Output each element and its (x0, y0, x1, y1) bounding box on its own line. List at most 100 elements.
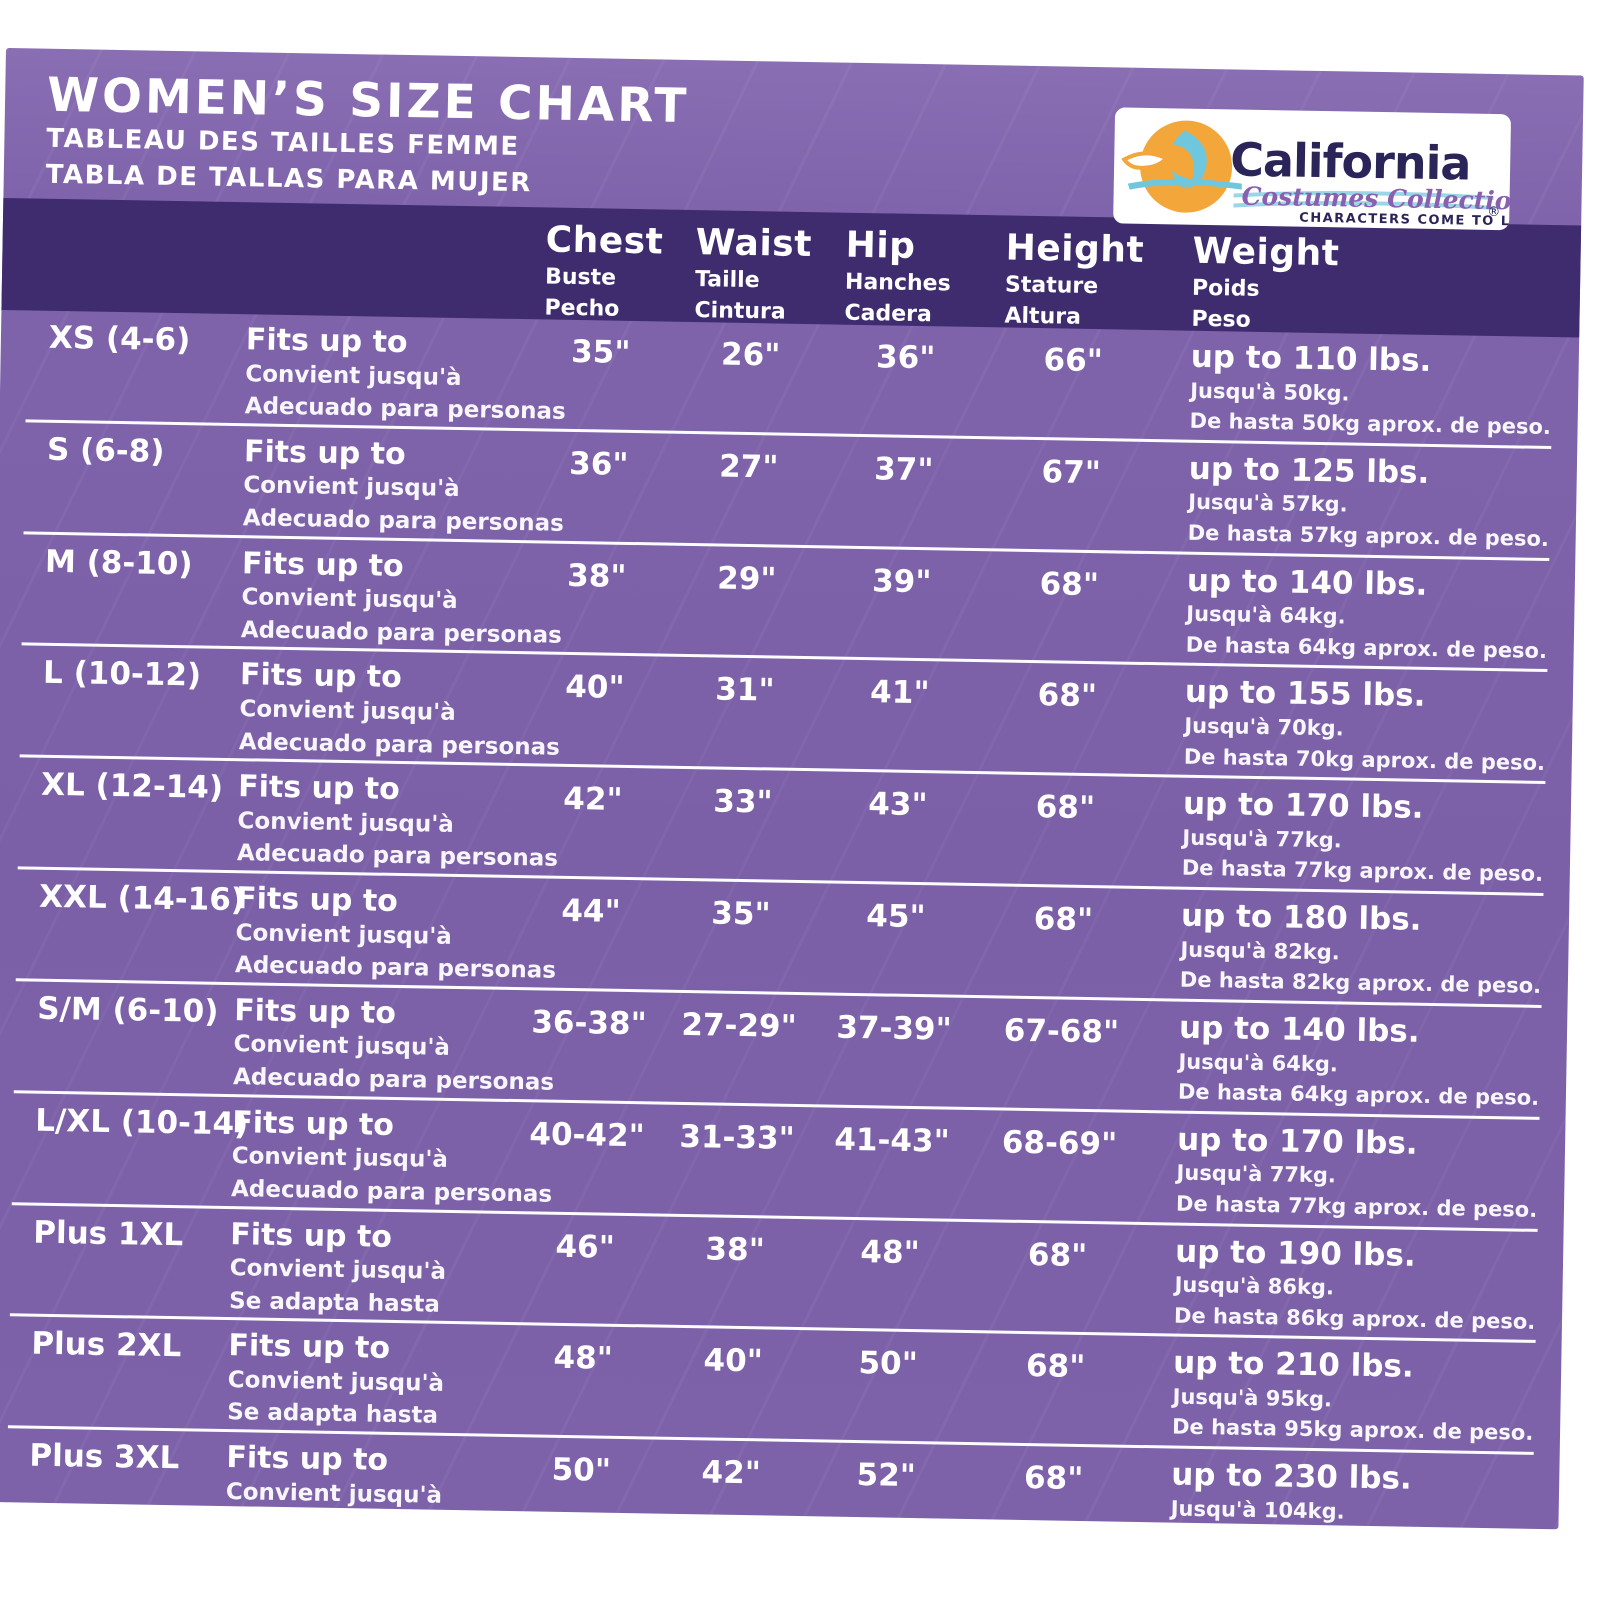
chest-value: 40" (564, 669, 625, 707)
height-value: 67" (1041, 453, 1102, 491)
fits-fr: Convient jusqu'à (237, 807, 455, 838)
colhead-fr: Stature (1004, 272, 1099, 300)
size-label: S (6-8) (46, 431, 165, 470)
column-header-waist: Waist Taille Cintura (676, 222, 828, 327)
column-header-chest: Chest Buste Pecho (526, 219, 678, 324)
weight-es: De hasta 70kg aprox. de peso. (1183, 744, 1546, 775)
fits-cell: Fits up to Convient jusqu'à Adecuado par… (235, 881, 556, 987)
fits-cell: Fits up to Convient jusqu'à Adecuado par… (236, 769, 559, 875)
fits-en: Fits up to (237, 769, 401, 808)
height-value: 68" (1023, 1460, 1084, 1498)
colhead-en: Weight (1192, 230, 1340, 275)
fits-es: Se adapta hasta (225, 1511, 437, 1542)
waist-value: 40" (703, 1342, 764, 1380)
hip-value: 41" (869, 674, 930, 712)
fits-fr: Convient jusqu'à (241, 584, 458, 615)
colhead-es: Cadera (844, 300, 933, 327)
waist-value: 29" (716, 560, 777, 598)
height-value: 67-68" (1003, 1012, 1120, 1051)
fits-fr: Convient jusqu'à (225, 1478, 443, 1509)
size-label: XXL (14-16) (38, 878, 246, 919)
fits-fr: Convient jusqu'à (243, 472, 460, 503)
fits-es: Adecuado para personas (238, 728, 561, 761)
california-costumes-logo: California Costumes Collection Inc ® CHA… (1121, 120, 1511, 230)
weight-cell: up to 180 lbs. Jusqu'à 82kg. De hasta 82… (1150, 898, 1544, 1005)
colhead-fr: Buste (544, 264, 617, 291)
waist-value: 31-33" (679, 1118, 796, 1157)
fits-es: Adecuado para personas (230, 1175, 553, 1208)
column-header-weight: Weight Poids Peso (1161, 230, 1581, 339)
fits-en: Fits up to (235, 881, 399, 920)
fits-en: Fits up to (231, 1104, 395, 1143)
fits-es: Adecuado para personas (240, 616, 563, 649)
height-value: 68" (1025, 1348, 1086, 1386)
hip-value: 48" (860, 1233, 921, 1271)
fits-es: Se adapta hasta (226, 1399, 439, 1430)
chest-value: 36-38" (531, 1004, 648, 1043)
colhead-es: Cintura (694, 297, 786, 325)
fits-cell: Fits up to Convient jusqu'à Se adapta ha… (229, 1216, 511, 1323)
brand-logo: California Costumes Collection Inc ® CHA… (1113, 107, 1512, 231)
height-value: 68" (1039, 565, 1100, 603)
weight-cell: up to 170 lbs. Jusqu'à 77kg. De hasta 77… (1146, 1121, 1540, 1229)
fits-en: Fits up to (233, 993, 397, 1031)
colhead-fr: Poids (1191, 275, 1260, 302)
fits-en: Fits up to (241, 545, 404, 584)
wave-underline (1233, 191, 1496, 211)
chest-value: 40-42" (529, 1115, 646, 1154)
waist-value: 27" (718, 448, 779, 486)
weight-en: up to 180 lbs. (1180, 897, 1422, 938)
fits-fr: Convient jusqu'à (231, 1143, 449, 1174)
size-label: XS (4-6) (48, 319, 191, 359)
weight-es: De hasta 82kg aprox. de peso. (1179, 967, 1542, 999)
hip-value: 50" (858, 1345, 919, 1383)
fits-fr: Convient jusqu'à (229, 1255, 447, 1285)
size-table-body: XS (4-6) Fits up to Convient jusqu'à Ade… (6, 310, 1553, 1564)
fits-en: Fits up to (245, 322, 408, 361)
colhead-en: Waist (695, 222, 813, 266)
fits-en: Fits up to (239, 657, 403, 696)
hip-value: 37" (873, 451, 934, 489)
weight-en: up to 170 lbs. (1182, 785, 1424, 827)
size-label: XL (12-14) (40, 766, 224, 807)
chest-value: 36" (568, 445, 629, 483)
weight-cell: up to 230 lbs. Jusqu'à 104kg. De hasta 1… (1140, 1457, 1548, 1564)
weight-es: De hasta 50kg aprox. de peso. (1189, 408, 1552, 440)
fits-en: Fits up to (243, 434, 406, 472)
size-label: L/XL (10-14) (34, 1102, 249, 1143)
sun-wave-icon (1121, 120, 1242, 213)
fits-cell: Fits up to Convient jusqu'à Adecuado par… (242, 434, 565, 540)
weight-cell: up to 170 lbs. Jusqu'à 77kg. De hasta 77… (1152, 786, 1546, 893)
hip-value: 41-43" (834, 1121, 951, 1160)
fits-es: Adecuado para personas (232, 1064, 555, 1096)
weight-es: De hasta 77kg aprox. de peso. (1181, 855, 1544, 887)
fits-en: Fits up to (230, 1216, 393, 1255)
logo-registered-mark: ® (1487, 205, 1500, 220)
fits-cell: Fits up to Convient jusqu'à Adecuado par… (238, 657, 561, 764)
colhead-en: Hip (845, 224, 916, 267)
weight-es: De hasta 64kg aprox. de peso. (1185, 632, 1548, 663)
fits-fr: Convient jusqu'à (233, 1031, 451, 1062)
height-value: 68" (1035, 789, 1096, 827)
height-value: 68-69" (1001, 1124, 1118, 1163)
hip-value: 39" (871, 562, 932, 600)
hip-value: 43" (867, 786, 928, 824)
colhead-en: Height (1005, 227, 1145, 271)
weight-es: De hasta 57kg aprox. de peso. (1187, 520, 1550, 551)
waist-value: 33" (712, 783, 773, 821)
fits-es: Adecuado para personas (242, 505, 565, 537)
weight-cell: up to 155 lbs. Jusqu'à 70kg. De hasta 70… (1153, 674, 1547, 782)
colhead-fr: Taille (694, 267, 760, 294)
fits-cell: Fits up to Convient jusqu'à Adecuado par… (244, 322, 566, 428)
weight-cell: up to 140 lbs. Jusqu'à 64kg. De hasta 64… (1155, 562, 1549, 670)
fits-es: Adecuado para personas (236, 840, 559, 873)
waist-value: 42" (701, 1454, 762, 1492)
fits-en: Fits up to (228, 1328, 391, 1367)
chest-value: 35" (570, 333, 631, 371)
column-header-hip: Hip Hanches Cadera (826, 224, 988, 329)
colhead-spacer-size (27, 210, 248, 316)
colhead-spacer-fits (246, 214, 528, 321)
fits-es: Adecuado para personas (244, 393, 566, 425)
chest-value: 46" (555, 1228, 616, 1266)
